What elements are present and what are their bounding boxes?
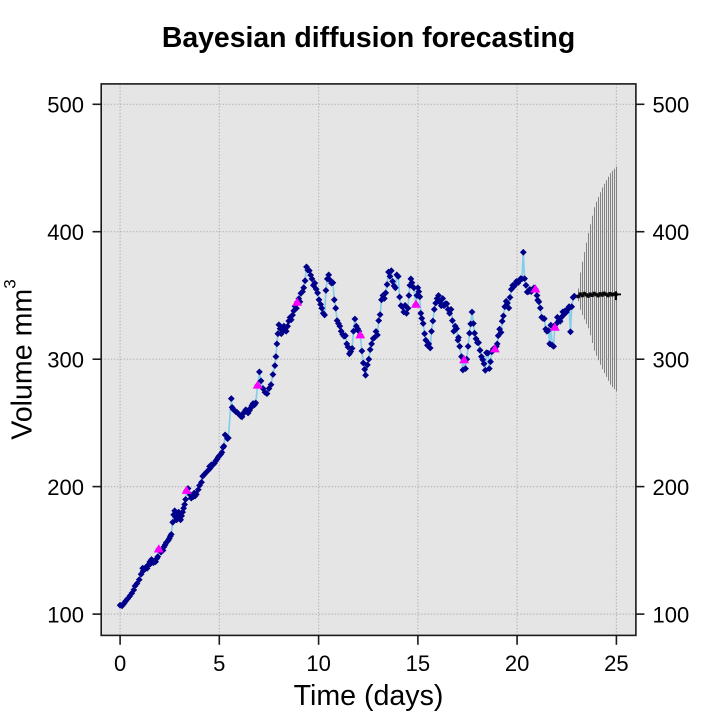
- svg-text:500: 500: [653, 93, 690, 118]
- svg-text:400: 400: [47, 220, 84, 245]
- svg-text:10: 10: [306, 651, 330, 676]
- svg-text:300: 300: [653, 348, 690, 373]
- svg-text:Time (days): Time (days): [294, 680, 444, 712]
- svg-text:15: 15: [406, 651, 430, 676]
- svg-text:Volume mm3: Volume mm3: [1, 279, 39, 439]
- svg-text:0: 0: [114, 651, 126, 676]
- svg-text:100: 100: [653, 602, 690, 627]
- svg-text:5: 5: [213, 651, 225, 676]
- svg-text:100: 100: [47, 602, 84, 627]
- svg-text:20: 20: [505, 651, 529, 676]
- svg-text:400: 400: [653, 220, 690, 245]
- svg-text:300: 300: [47, 348, 84, 373]
- svg-text:200: 200: [47, 475, 84, 500]
- svg-text:200: 200: [653, 475, 690, 500]
- svg-text:500: 500: [47, 93, 84, 118]
- svg-text:25: 25: [604, 651, 628, 676]
- svg-text:Bayesian diffusion forecasting: Bayesian diffusion forecasting: [162, 22, 575, 54]
